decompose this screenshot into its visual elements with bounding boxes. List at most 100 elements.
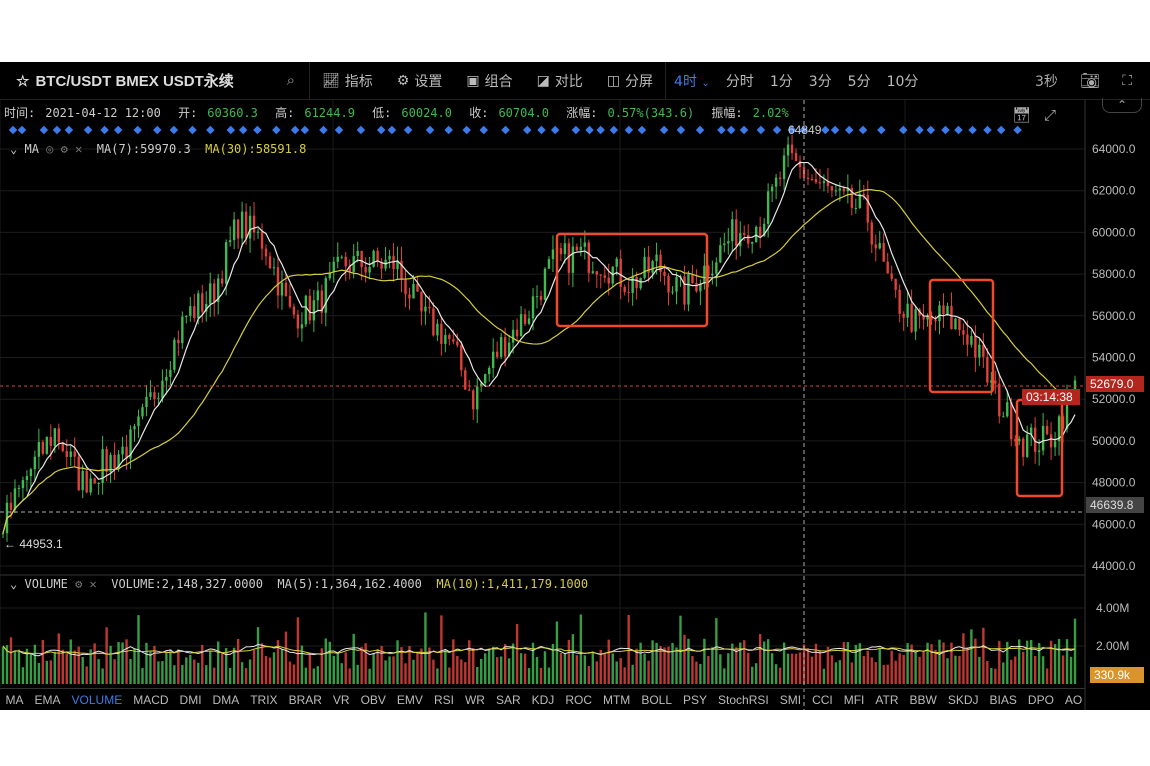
- volume-bar: [13, 651, 17, 684]
- tab-dma[interactable]: DMA: [212, 692, 240, 707]
- tab-ema[interactable]: EMA: [34, 692, 61, 707]
- settings-button[interactable]: ⚙ 设置: [396, 72, 443, 90]
- tab-kdj[interactable]: KDJ: [531, 692, 555, 707]
- volume-bar: [37, 663, 41, 684]
- interval-3m[interactable]: 3分: [808, 73, 832, 90]
- volume-bar: [790, 653, 794, 684]
- settings-icon[interactable]: ⚙: [75, 577, 83, 591]
- volume-bar: [978, 656, 981, 684]
- tab-dpo[interactable]: DPO: [1027, 692, 1054, 707]
- candle-body: [185, 315, 188, 317]
- volume-bar: [320, 648, 324, 684]
- price-tick: 52000.0: [1092, 392, 1136, 406]
- volume-bar: [523, 653, 527, 684]
- tab-rsi[interactable]: RSI: [433, 692, 454, 707]
- candle-body: [547, 259, 551, 269]
- tab-ao[interactable]: AO: [1064, 692, 1083, 707]
- tab-macd[interactable]: MACD: [133, 692, 169, 707]
- interval-4h[interactable]: 4时 ⌄: [674, 73, 710, 90]
- candle-body: [408, 294, 411, 299]
- refresh-rate[interactable]: 3秒: [1034, 73, 1058, 90]
- tab-mfi[interactable]: MFI: [843, 692, 865, 707]
- signal-marker: [844, 125, 854, 135]
- tab-obv[interactable]: OBV: [360, 692, 386, 707]
- candle-body: [683, 276, 686, 305]
- collapse-icon[interactable]: ⌄: [10, 142, 18, 156]
- volume-bar: [782, 642, 786, 684]
- settings-icon[interactable]: ⚙: [60, 142, 68, 156]
- candle-body: [240, 211, 244, 239]
- volume-bar: [571, 634, 575, 684]
- tab-skdj[interactable]: SKDJ: [947, 692, 979, 707]
- star-icon[interactable]: ☆: [16, 72, 30, 90]
- signal-marker: [941, 125, 950, 135]
- interval-5m[interactable]: 5分: [847, 73, 871, 90]
- volume-tick: 2.00M: [1096, 639, 1129, 653]
- fullscreen-icon[interactable]: ⛶: [1122, 72, 1132, 89]
- volume-bar: [396, 640, 399, 684]
- tab-smi[interactable]: SMI: [779, 692, 802, 707]
- expand-icon[interactable]: ⤢: [1044, 106, 1057, 124]
- candle-body: [372, 250, 375, 267]
- tab-ma[interactable]: MA: [5, 692, 24, 707]
- tab-brar[interactable]: BRAR: [288, 692, 322, 707]
- tab-atr[interactable]: ATR: [875, 692, 899, 707]
- price-chart[interactable]: 64000.0 62000.0 60000.0 58000.0 56000.0 54000…: [0, 62, 1150, 710]
- collapse-icon[interactable]: ⌄: [10, 577, 18, 591]
- search-icon[interactable]: ⌕: [286, 72, 295, 89]
- volume-bar: [436, 668, 439, 684]
- candle-body: [256, 231, 260, 233]
- signal-marker: [376, 125, 386, 135]
- candle-body: [982, 344, 985, 357]
- tab-stochrsi[interactable]: StochRSI: [718, 692, 769, 707]
- volume-bar: [691, 656, 694, 684]
- volume-bar: [914, 652, 917, 684]
- interval-timeline[interactable]: 分时: [725, 73, 754, 90]
- tab-boll[interactable]: BOLL: [641, 692, 672, 707]
- close-icon[interactable]: ✕: [89, 577, 97, 591]
- candle-body: [551, 249, 555, 260]
- volume-bar: [141, 668, 144, 684]
- candle-body: [448, 335, 451, 340]
- tab-mtm[interactable]: MTM: [602, 692, 631, 707]
- tab-trix[interactable]: TRIX: [250, 692, 278, 707]
- tab-psy[interactable]: PSY: [683, 692, 708, 707]
- tab-bias[interactable]: BIAS: [989, 692, 1017, 707]
- compare-button[interactable]: ◪ 对比: [536, 72, 583, 90]
- volume-bar: [448, 667, 451, 684]
- candle-body: [922, 315, 925, 320]
- camera-icon[interactable]: 📷︎: [1079, 71, 1101, 90]
- volume-bar: [547, 667, 551, 684]
- split-screen-button[interactable]: ◫ 分屏: [606, 72, 654, 90]
- indicator-button[interactable]: 📈︎ 指标: [322, 72, 373, 90]
- interval-1m[interactable]: 1分: [769, 73, 793, 90]
- tab-emv[interactable]: EMV: [396, 692, 423, 707]
- candle-body: [906, 303, 909, 318]
- tab-bbw[interactable]: BBW: [909, 692, 937, 707]
- tab-vr[interactable]: VR: [332, 692, 350, 707]
- tab-wr[interactable]: WR: [464, 692, 485, 707]
- eye-icon[interactable]: ◎: [46, 142, 54, 156]
- tab-roc[interactable]: ROC: [565, 692, 592, 707]
- volume-bar: [958, 655, 961, 684]
- signal-marker: [877, 125, 886, 135]
- candle-body: [480, 383, 483, 387]
- calendar-icon[interactable]: 📅︎: [1012, 106, 1032, 124]
- volume-bar: [487, 649, 491, 684]
- volume-bar: [495, 657, 499, 684]
- tab-volume[interactable]: VOLUME: [71, 692, 123, 707]
- tab-cci[interactable]: CCI: [812, 692, 833, 707]
- signal-marker: [253, 125, 262, 135]
- interval-10m[interactable]: 10分: [886, 73, 919, 90]
- tab-sar[interactable]: SAR: [495, 692, 521, 707]
- scroll-up-icon[interactable]: ⌃: [1102, 98, 1142, 113]
- volume-bar: [244, 668, 248, 684]
- candle-body: [436, 323, 439, 336]
- layout-button[interactable]: ▣ 组合: [466, 72, 513, 90]
- symbol-selector[interactable]: ☆ BTC/USDT BMEX USDT永续 ⌕: [0, 62, 310, 99]
- candle-body: [400, 260, 403, 279]
- volume-bar: [575, 655, 579, 684]
- tab-dmi[interactable]: DMI: [179, 692, 202, 707]
- close-icon[interactable]: ✕: [75, 142, 83, 156]
- candle-body: [515, 329, 519, 337]
